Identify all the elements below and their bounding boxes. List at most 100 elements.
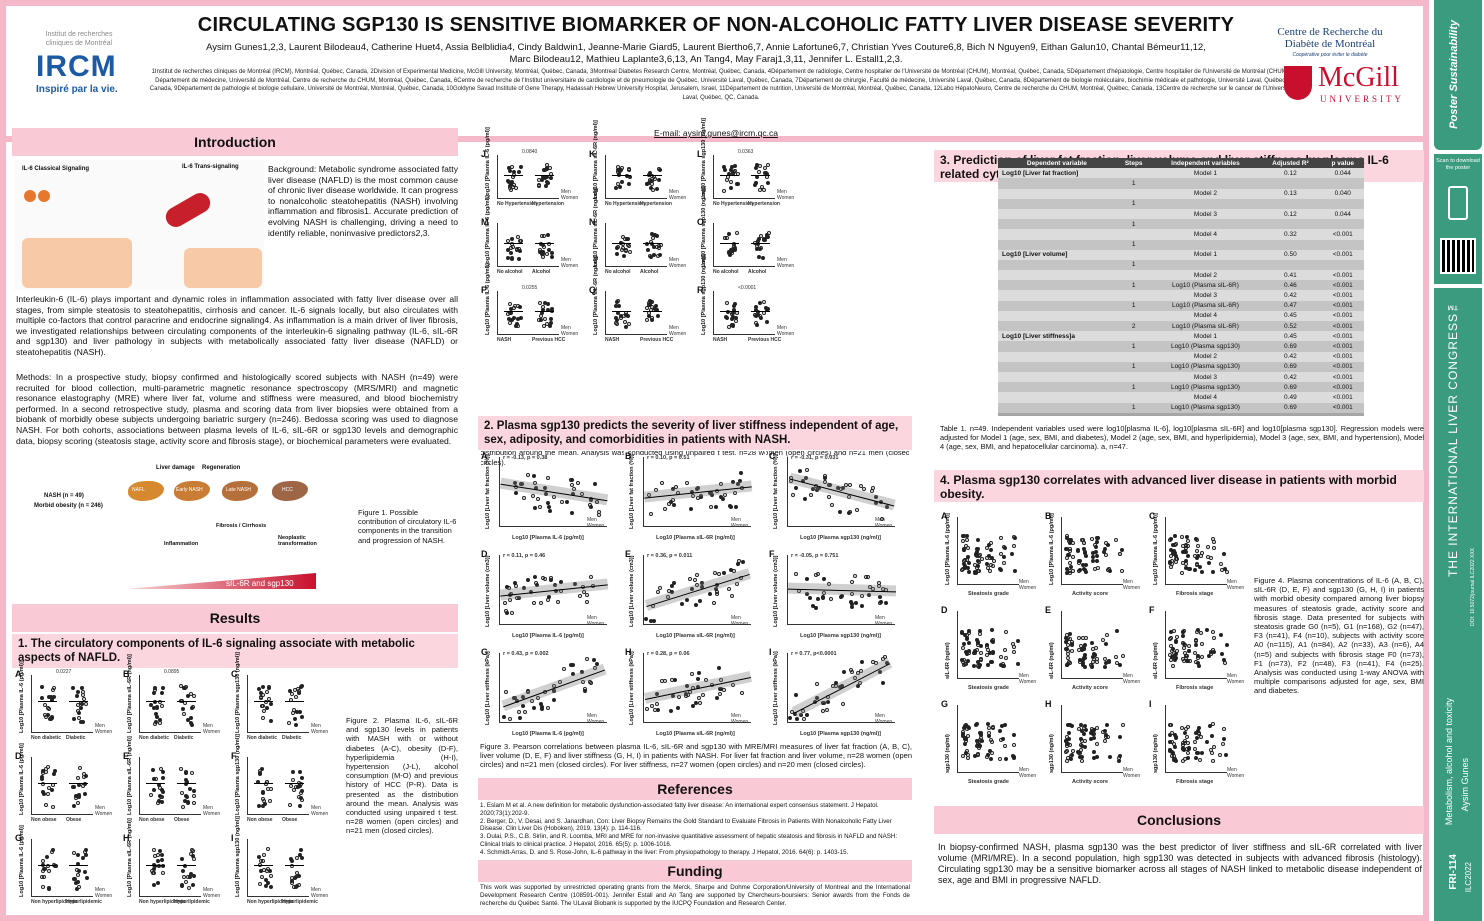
- mean-line: [254, 701, 273, 703]
- data-point: [79, 686, 84, 691]
- table-cell: 0.41: [1284, 271, 1297, 279]
- table-cell: 1: [1131, 261, 1136, 269]
- panel-letter: H: [123, 833, 130, 843]
- mean-line: [643, 174, 662, 176]
- data-point: [1113, 655, 1118, 660]
- mean-line: [38, 701, 57, 703]
- data-point: [290, 777, 295, 782]
- data-point: [159, 691, 164, 696]
- data-point: [1185, 740, 1190, 745]
- mean-line: [177, 865, 196, 867]
- data-point: [1083, 636, 1088, 641]
- qr-code-icon[interactable]: [1440, 238, 1476, 274]
- data-point: [555, 600, 560, 605]
- data-point: [1194, 638, 1199, 643]
- data-point: [627, 249, 632, 254]
- data-point: [960, 629, 965, 634]
- data-point: [727, 324, 732, 329]
- data-point: [160, 870, 165, 875]
- dot-plot: Q Log10 [Plasma sIL-6R (ng/ml)] NASH Previo…: [588, 256, 694, 350]
- data-point: [41, 792, 46, 797]
- data-point: [1079, 747, 1084, 752]
- data-point: [1205, 628, 1210, 633]
- legend-women: Women: [311, 729, 329, 735]
- data-point: [188, 787, 193, 792]
- legend-women: Women: [731, 621, 749, 627]
- data-point: [1004, 630, 1009, 635]
- data-point: [46, 886, 51, 891]
- data-point: [536, 497, 541, 502]
- y-axis-label: sgp130 (ng/ml): [945, 734, 951, 773]
- y-axis-label: Log10 [Plasma sIL-6R (ng/ml)]: [127, 818, 133, 897]
- data-point: [72, 717, 77, 722]
- data-point: [508, 245, 513, 250]
- table-cell: [1116, 250, 1152, 260]
- data-point: [1200, 654, 1205, 659]
- data-point: [182, 712, 187, 717]
- fig1-neoplastic: Neoplastic transformation: [278, 535, 317, 547]
- x-tick-label: No alcohol: [497, 269, 523, 275]
- references-heading: References: [478, 778, 912, 800]
- data-point: [878, 594, 883, 599]
- data-point: [591, 657, 596, 662]
- data-point: [729, 167, 734, 172]
- data-point: [584, 599, 589, 604]
- legend-men: Men: [875, 615, 885, 621]
- data-point: [1193, 642, 1198, 647]
- data-point: [793, 693, 798, 698]
- data-point: [1222, 658, 1227, 663]
- data-point: [568, 663, 573, 668]
- data-point: [647, 313, 652, 318]
- data-point: [646, 247, 651, 252]
- table-cell: [998, 240, 1116, 250]
- data-point: [1168, 538, 1173, 543]
- legend-men: Men: [203, 723, 213, 729]
- fig3-caption: Figure 3. Pearson correlations between p…: [480, 742, 912, 770]
- data-point: [1094, 535, 1099, 540]
- data-point: [547, 242, 552, 247]
- data-point: [618, 313, 623, 318]
- table-row: 1: [998, 219, 1364, 230]
- data-point: [192, 800, 197, 805]
- results-sub1: 1. The circulatory components of IL-6 si…: [12, 634, 458, 668]
- data-point: [621, 253, 626, 258]
- data-point: [517, 715, 522, 720]
- data-point: [985, 663, 990, 668]
- data-point: [1186, 745, 1191, 750]
- table-cell: Log10 (Plasma sgp130): [1170, 342, 1240, 350]
- x-axis-label: Log10 [Plasma IL-6 (pg/ml)]: [512, 633, 584, 639]
- data-point: [42, 867, 47, 872]
- table-cell: 1: [1131, 241, 1136, 249]
- data-point: [1224, 642, 1229, 647]
- legend-women: Women: [669, 331, 687, 337]
- data-point: [849, 669, 854, 674]
- data-point: [966, 545, 971, 550]
- data-point: [191, 882, 196, 887]
- data-point: [755, 312, 760, 317]
- legend-women: Women: [95, 893, 113, 899]
- contact-email[interactable]: E-mail: aysim.gunes@ircm.qc.ca: [654, 128, 778, 138]
- y-axis-label: Log10 [Liver volume (cm3)]: [485, 555, 491, 627]
- legend-men: Men: [777, 325, 787, 331]
- data-point: [798, 712, 803, 717]
- x-tick-label: Previous HCC: [640, 337, 674, 343]
- axes: [1165, 611, 1229, 679]
- data-point: [160, 769, 165, 774]
- data-point: [151, 870, 156, 875]
- data-point: [1065, 535, 1070, 540]
- data-point: [974, 553, 979, 558]
- x-tick-label: NASH: [605, 337, 620, 343]
- data-point: [730, 248, 735, 253]
- data-point: [542, 167, 547, 172]
- data-point: [1079, 729, 1084, 734]
- x-tick-label: NASH: [713, 337, 728, 343]
- table-cell: Model 3: [1193, 210, 1218, 218]
- data-point: [617, 172, 622, 177]
- data-point: [597, 513, 602, 518]
- data-point: [1120, 568, 1125, 573]
- x-tick-label: Non hyperlipidemic: [31, 899, 78, 905]
- data-point: [1092, 656, 1097, 661]
- mean-line: [69, 783, 88, 785]
- sidebar-scan-panel[interactable]: Scan to download the poster: [1434, 154, 1482, 284]
